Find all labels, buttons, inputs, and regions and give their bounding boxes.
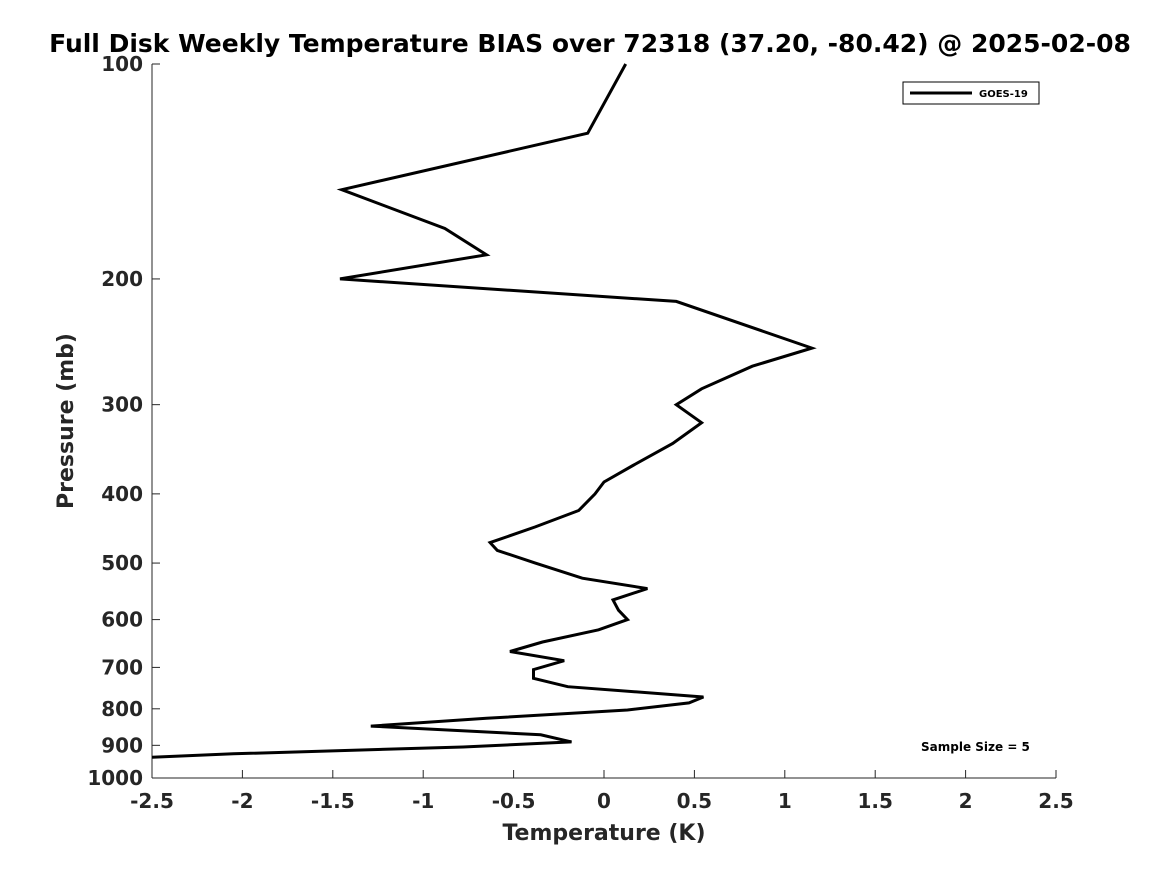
x-axis-ticks: -2.5 -2 -1.5 -1 -0.5 0 0.5 1 1.5 2 2.5	[130, 770, 1074, 813]
y-tick-label: 200	[101, 267, 143, 291]
x-tick-label: -1	[412, 789, 434, 813]
chart-title: Full Disk Weekly Temperature BIAS over 7…	[49, 29, 1131, 58]
y-tick-label: 400	[101, 482, 143, 506]
x-axis-label: Temperature (K)	[502, 821, 705, 846]
x-tick-label: 2	[959, 789, 973, 813]
x-tick-label: -2	[231, 789, 253, 813]
y-tick-label: 100	[101, 52, 143, 76]
series-line-goes-19	[151, 63, 817, 759]
y-tick-label: 700	[101, 655, 143, 679]
x-tick-label: 0	[597, 789, 611, 813]
plot-area	[151, 63, 1056, 779]
y-tick-label: 500	[101, 551, 143, 575]
x-tick-label: -0.5	[492, 789, 536, 813]
legend: GOES-19	[902, 81, 1040, 105]
y-tick-label: 600	[101, 608, 143, 632]
x-tick-label: 0.5	[677, 789, 712, 813]
x-tick-label: -2.5	[130, 789, 174, 813]
x-tick-label: 1.5	[857, 789, 892, 813]
sample-size-annotation: Sample Size = 5	[921, 740, 1030, 754]
x-tick-label: 2.5	[1038, 789, 1073, 813]
y-tick-label: 1000	[87, 766, 143, 790]
y-tick-label: 800	[101, 697, 143, 721]
legend-entry: GOES-19	[979, 89, 1028, 100]
x-tick-label: 1	[778, 789, 792, 813]
y-axis-label: Pressure (mb)	[54, 333, 79, 509]
y-axis-ticks: 100 200 300 400 500 600 700 800 900 1000	[87, 52, 160, 790]
y-tick-label: 900	[101, 733, 143, 757]
y-tick-label: 300	[101, 393, 143, 417]
x-tick-label: -1.5	[311, 789, 355, 813]
